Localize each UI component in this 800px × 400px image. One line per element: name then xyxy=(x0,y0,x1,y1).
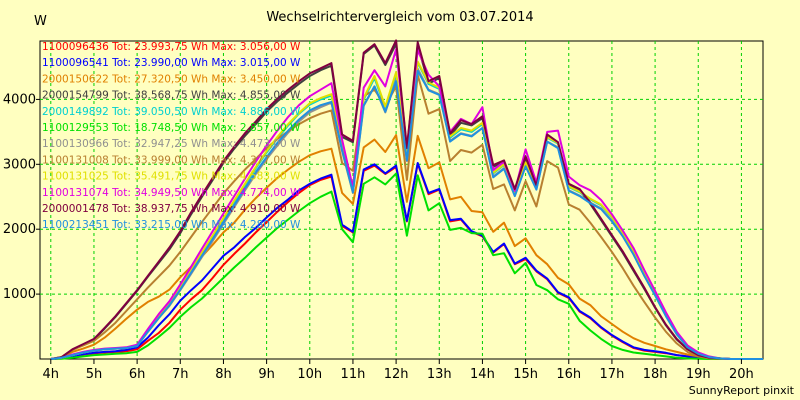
legend-entry-10: 2000001478 Tot: 38.937,75 Wh Max: 4.910,… xyxy=(42,203,301,215)
series-layer xyxy=(50,39,763,360)
series-line-5 xyxy=(50,172,763,360)
x-tick-label-5: 9h xyxy=(258,367,275,382)
legend-entry-2: 2000150622 Tot: 27.320,50 Wh Max: 3.450,… xyxy=(42,73,301,85)
x-tick-label-7: 11h xyxy=(341,367,366,382)
x-tick-label-2: 6h xyxy=(129,367,146,382)
footer-credit: SunnyReport pinxit xyxy=(688,384,794,397)
y-tick-label-1: 2000 xyxy=(3,222,36,237)
legend-entry-4: 2000149892 Tot: 39.050,50 Wh Max: 4.886,… xyxy=(42,106,301,118)
legend-entry-5: 1100129553 Tot: 18.748,50 Wh Max: 2.857,… xyxy=(42,122,301,134)
x-tick-label-16: 20h xyxy=(729,367,754,382)
x-tick-label-10: 14h xyxy=(470,367,495,382)
y-tick-label-2: 3000 xyxy=(3,157,36,172)
x-tick-label-8: 12h xyxy=(384,367,409,382)
legend-entry-7: 1100131008 Tot: 33.999,00 Wh Max: 4.377,… xyxy=(42,154,301,166)
x-tick-label-1: 5h xyxy=(86,367,103,382)
x-tick-label-11: 15h xyxy=(513,367,538,382)
legend-entry-8: 1100131025 Tot: 35.491,75 Wh Max: 4.583,… xyxy=(42,171,301,183)
legend: 1100096436 Tot: 23.993,75 Wh Max: 3.056,… xyxy=(42,41,301,231)
series-line-2 xyxy=(50,134,763,360)
legend-entry-1: 1100096541 Tot: 23.990,00 Wh Max: 3.015,… xyxy=(42,57,301,69)
legend-entry-11: 1100213451 Tot: 33.215,00 Wh Max: 4.280,… xyxy=(42,219,301,231)
legend-entry-6: 1100130966 Tot: 32.947,25 Wh Max: 4.473,… xyxy=(42,138,301,150)
series-line-7 xyxy=(50,73,763,360)
chart-title: Wechselrichtervergleich vom 03.07.2014 xyxy=(266,10,534,25)
legend-entry-0: 1100096436 Tot: 23.993,75 Wh Max: 3.056,… xyxy=(42,41,301,53)
y-tick-label-0: 1000 xyxy=(3,287,36,302)
x-tick-label-12: 16h xyxy=(556,367,581,382)
x-tick-label-14: 18h xyxy=(643,367,668,382)
x-tick-label-4: 8h xyxy=(215,367,232,382)
legend-entry-3: 2000154799 Tot: 38.568,75 Wh Max: 4.855,… xyxy=(42,90,301,102)
x-tick-label-9: 13h xyxy=(427,367,452,382)
x-tick-label-0: 4h xyxy=(43,367,60,382)
series-line-1 xyxy=(50,162,763,360)
legend-entry-9: 1100131074 Tot: 34.949,50 Wh Max: 4.774,… xyxy=(42,187,301,199)
x-tick-label-6: 10h xyxy=(297,367,322,382)
x-tick-label-13: 17h xyxy=(600,367,625,382)
x-tick-label-3: 7h xyxy=(172,367,189,382)
x-tick-label-15: 19h xyxy=(686,367,711,382)
y-axis-label: W xyxy=(34,14,47,29)
series-line-11 xyxy=(50,69,763,360)
y-tick-label-3: 4000 xyxy=(3,92,36,107)
series-line-10 xyxy=(50,39,763,360)
axes: 4h 5h 6h 7h 8h 9h 10h 11h 12h 13h 14h 15h 16h 17h 18h 1… xyxy=(3,92,754,382)
